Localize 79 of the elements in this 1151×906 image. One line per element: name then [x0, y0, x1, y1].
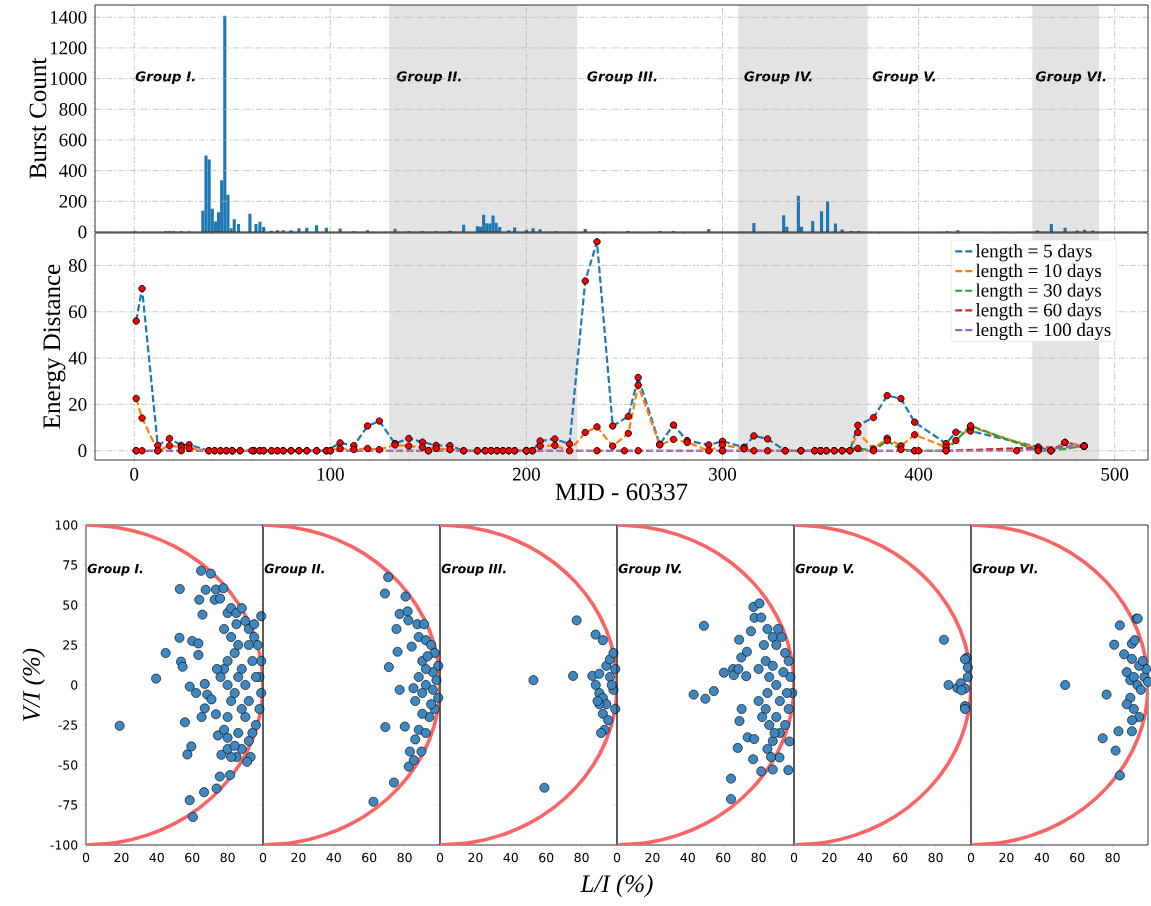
legend-label: length = 5 days	[975, 244, 1092, 262]
annotation: Group III.	[441, 563, 506, 576]
x-tick-label: 80	[397, 852, 412, 863]
x-tick-label: 0	[967, 852, 975, 863]
x-tick-label: 40	[1034, 852, 1049, 863]
y-axis-title: V/I (%)	[22, 648, 45, 721]
x-tick-label: 0	[259, 852, 267, 863]
x-tick-label: 60	[539, 852, 554, 863]
y-tick-label: -25	[58, 720, 78, 730]
y-tick-label: -75	[58, 800, 78, 810]
x-tick-label: 60	[362, 852, 377, 863]
y-tick-label: 1000	[50, 72, 87, 86]
x-tick-label: 20	[114, 852, 129, 863]
y-tick-label: 0	[78, 225, 87, 239]
y-tick-label: 800	[59, 102, 87, 116]
x-tick-label: 60	[716, 852, 731, 863]
legend-label: length = 10 days	[975, 263, 1102, 281]
x-axis-title: L/I (%)	[580, 874, 653, 898]
y-tick-label: 400	[59, 164, 87, 178]
annotation: Group II.	[396, 71, 461, 85]
legend-label: length = 60 days	[975, 303, 1102, 321]
x-tick-label: 100	[317, 467, 344, 481]
x-tick-label: 60	[893, 852, 908, 863]
y-tick-label: 40	[68, 351, 87, 365]
y-tick-label: 100	[55, 520, 78, 530]
x-axis-title: MJD - 60337	[555, 483, 688, 501]
y-tick-label: 75	[63, 560, 78, 570]
y-tick-label: 0	[78, 444, 87, 458]
legend-label: length = 30 days	[975, 283, 1102, 301]
x-tick-label: 200	[512, 467, 540, 481]
x-tick-label: 40	[857, 852, 872, 863]
annotation: Group VI.	[1035, 71, 1106, 85]
annotation: Group III.	[587, 71, 657, 85]
x-tick-label: 20	[645, 852, 660, 863]
annotation: Group V.	[795, 563, 854, 576]
annotation: Group IV.	[744, 71, 812, 85]
y-tick-label: 60	[69, 305, 87, 319]
x-tick-label: 80	[1105, 852, 1120, 863]
x-tick-label: 400	[904, 467, 933, 481]
x-tick-label: 40	[326, 852, 341, 863]
y-axis-title: Energy Distance	[43, 264, 66, 429]
y-tick-label: -100	[50, 840, 78, 850]
x-tick-label: 80	[220, 852, 235, 863]
annotation: Group II.	[264, 563, 324, 576]
y-tick-label: 20	[69, 398, 87, 411]
x-tick-label: 0	[613, 852, 621, 863]
legend-label: length = 100 days	[975, 322, 1111, 341]
x-tick-label: 40	[149, 852, 164, 863]
x-tick-label: 20	[999, 852, 1014, 863]
x-tick-label: 60	[1070, 852, 1085, 863]
x-tick-label: 60	[185, 852, 200, 863]
x-tick-label: 20	[291, 852, 306, 863]
y-tick-label: 600	[59, 133, 87, 147]
x-tick-label: 0	[436, 852, 444, 863]
annotation: Group V.	[872, 71, 936, 85]
x-tick-label: 300	[709, 467, 737, 481]
annotation: Group I.	[135, 71, 195, 85]
x-tick-label: 80	[928, 852, 943, 863]
y-tick-label: 50	[63, 600, 78, 610]
x-tick-label: 80	[751, 852, 766, 863]
annotation: Group VI.	[972, 563, 1037, 576]
y-tick-label: 25	[63, 640, 78, 650]
x-tick-label: 20	[822, 852, 837, 863]
y-tick-label: 1400	[50, 10, 87, 24]
y-tick-label: 0	[71, 680, 78, 690]
y-tick-label: -50	[58, 760, 78, 770]
y-tick-label: 200	[59, 194, 87, 208]
annotation: Group I.	[87, 563, 143, 576]
x-tick-label: 0	[130, 467, 139, 481]
y-axis-title: Burst Count	[29, 57, 47, 179]
x-tick-label: 20	[468, 852, 483, 863]
x-tick-label: 40	[680, 852, 695, 863]
x-tick-label: 40	[503, 852, 518, 863]
x-tick-label: 0	[790, 852, 798, 863]
y-tick-label: 80	[68, 259, 87, 272]
x-tick-label: 80	[574, 852, 589, 863]
annotation: Group IV.	[618, 563, 682, 576]
y-tick-label: 1200	[50, 41, 87, 55]
x-tick-label: 500	[1101, 467, 1129, 481]
